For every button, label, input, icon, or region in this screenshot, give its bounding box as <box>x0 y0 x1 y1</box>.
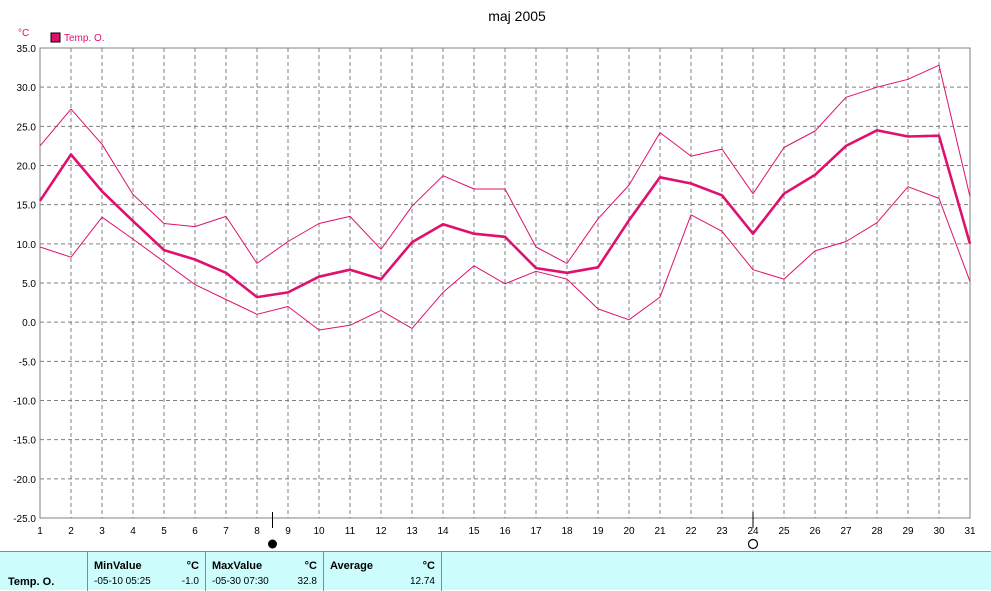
y-tick-label: -25.0 <box>13 514 36 525</box>
x-tick-label: 25 <box>778 526 790 537</box>
x-tick-label: 19 <box>592 526 604 537</box>
y-tick-label: 25.0 <box>17 122 37 133</box>
y-tick-label: 35.0 <box>17 44 37 55</box>
x-tick-label: 31 <box>964 526 976 537</box>
x-tick-label: 28 <box>871 526 883 537</box>
y-tick-label: 10.0 <box>17 240 37 251</box>
x-tick-label: 10 <box>313 526 325 537</box>
y-tick-label: -15.0 <box>13 436 36 447</box>
x-tick-label: 21 <box>654 526 666 537</box>
x-tick-label: 23 <box>716 526 728 537</box>
y-tick-label: -5.0 <box>19 357 37 368</box>
x-tick-label: 14 <box>437 526 449 537</box>
x-tick-label: 5 <box>161 526 167 537</box>
legend-swatch <box>50 32 61 43</box>
chart-title: maj 2005 <box>488 8 546 24</box>
x-tick-label: 17 <box>530 526 542 537</box>
x-tick-label: 18 <box>561 526 573 537</box>
x-tick-label: 9 <box>285 526 291 537</box>
x-tick-label: 29 <box>902 526 914 537</box>
x-tick-label: 16 <box>499 526 511 537</box>
min-header: MinValue <box>94 560 142 572</box>
series-line-average <box>38 129 972 299</box>
x-tick-label: 8 <box>254 526 260 537</box>
min-value-cell: MinValue °C -05-10 05:25 -1.0 <box>88 552 206 591</box>
stats-series-label: Temp. O. <box>8 576 55 588</box>
average-cell: Average °C 12.74 <box>324 552 442 591</box>
x-tick-label: 13 <box>406 526 418 537</box>
avg-header: Average <box>330 560 374 572</box>
max-unit: °C <box>304 560 317 572</box>
x-tick-label: 26 <box>809 526 821 537</box>
x-tick-label: 2 <box>68 526 74 537</box>
max-value-cell: MaxValue °C -05-30 07:30 32.8 <box>206 552 324 591</box>
x-tick-label: 30 <box>933 526 945 537</box>
temperature-chart: maj 2005°C Temp. O.35.030.025.020.015.010… <box>13 8 976 550</box>
max-header: MaxValue <box>212 560 263 572</box>
x-tick-label: 7 <box>223 526 229 537</box>
min-value: -1.0 <box>181 576 199 587</box>
stats-series-cell: Temp. O. <box>0 552 88 591</box>
x-tick-label: 6 <box>192 526 198 537</box>
max-time: -05-30 07:30 <box>212 576 269 587</box>
min-time: -05-10 05:25 <box>94 576 151 587</box>
x-tick-label: 20 <box>623 526 635 537</box>
x-tick-label: 11 <box>345 526 356 537</box>
series-line-max <box>39 64 971 264</box>
y-tick-label: 30.0 <box>17 83 37 94</box>
y-tick-label: 5.0 <box>22 279 36 290</box>
y-tick-label: 0.0 <box>22 318 36 329</box>
new-moon-icon <box>268 539 277 549</box>
y-tick-label: 20.0 <box>17 162 37 173</box>
legend-label: Temp. O. <box>64 33 105 44</box>
stats-panel: Temp. O. MinValue °C -05-10 05:25 -1.0 M… <box>0 551 991 591</box>
x-tick-label: 12 <box>375 526 387 537</box>
avg-value: 12.74 <box>409 576 435 587</box>
x-tick-label: 3 <box>99 526 105 537</box>
x-tick-label: 4 <box>130 526 136 537</box>
x-tick-label: 24 <box>747 526 759 537</box>
x-tick-label: 27 <box>840 526 852 537</box>
x-tick-label: 22 <box>685 526 697 537</box>
x-tick-label: 1 <box>37 526 43 537</box>
y-tick-label: 15.0 <box>17 201 37 212</box>
x-tick-label: 15 <box>468 526 480 537</box>
min-unit: °C <box>186 560 199 572</box>
avg-unit: °C <box>422 560 435 572</box>
max-value: 32.8 <box>297 576 317 587</box>
y-tick-label: -10.0 <box>13 397 36 408</box>
y-tick-label: -20.0 <box>13 475 36 486</box>
y-axis-unit: °C <box>18 28 29 39</box>
series-line-min <box>39 186 971 331</box>
full-moon-icon <box>747 538 759 550</box>
